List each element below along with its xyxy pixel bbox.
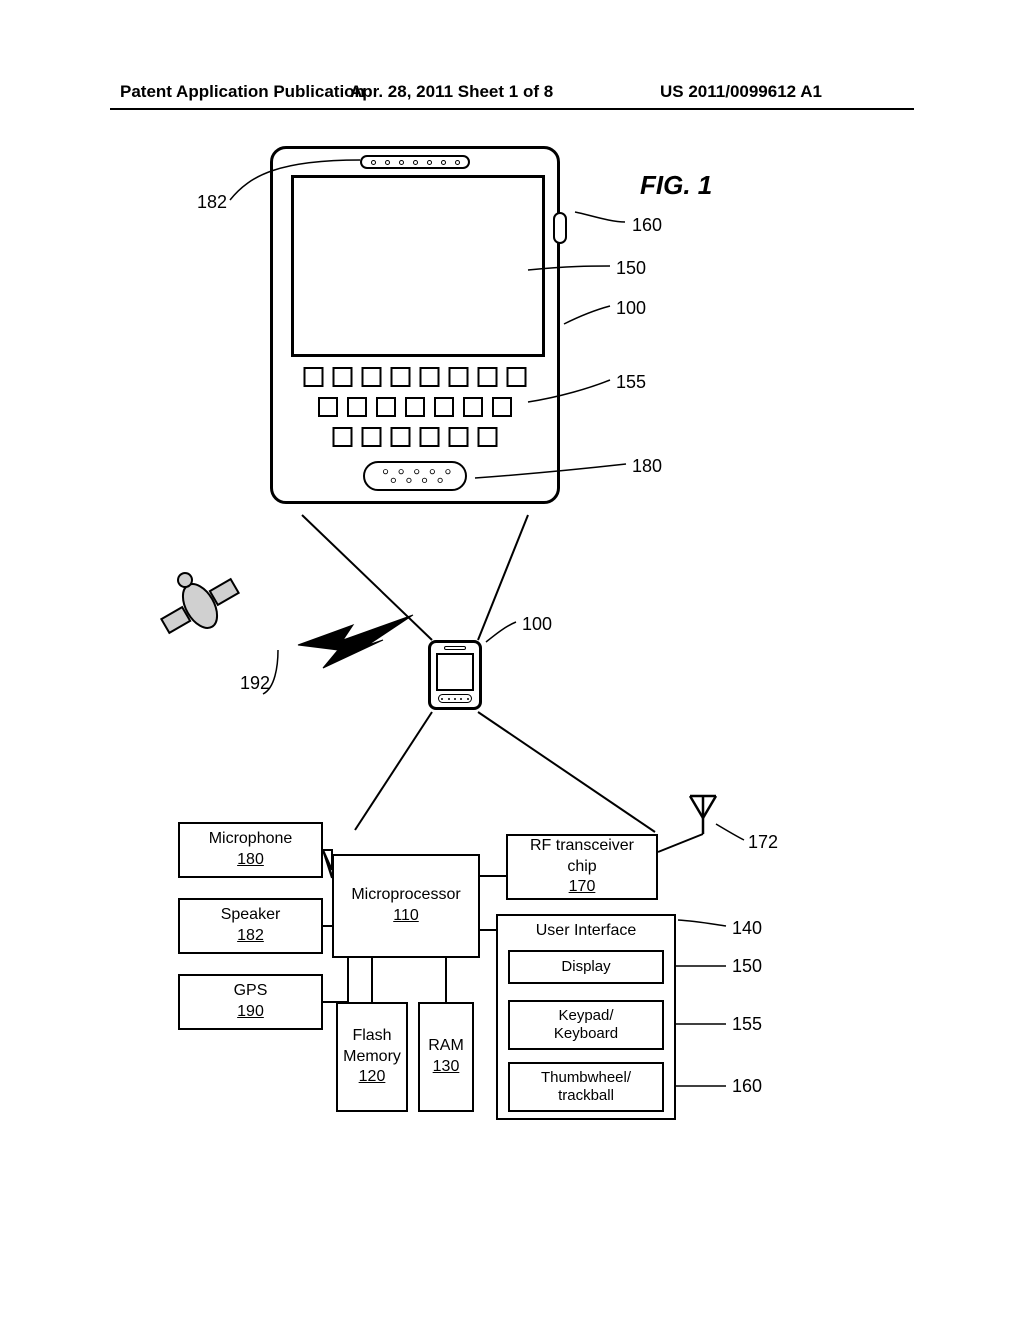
ref-155-bot: 155 — [732, 1014, 762, 1035]
ref-160-bot: 160 — [732, 1076, 762, 1097]
ref-140: 140 — [732, 918, 762, 939]
ref-150-bot: 150 — [732, 956, 762, 977]
block-connectors-clean — [0, 0, 1024, 1320]
